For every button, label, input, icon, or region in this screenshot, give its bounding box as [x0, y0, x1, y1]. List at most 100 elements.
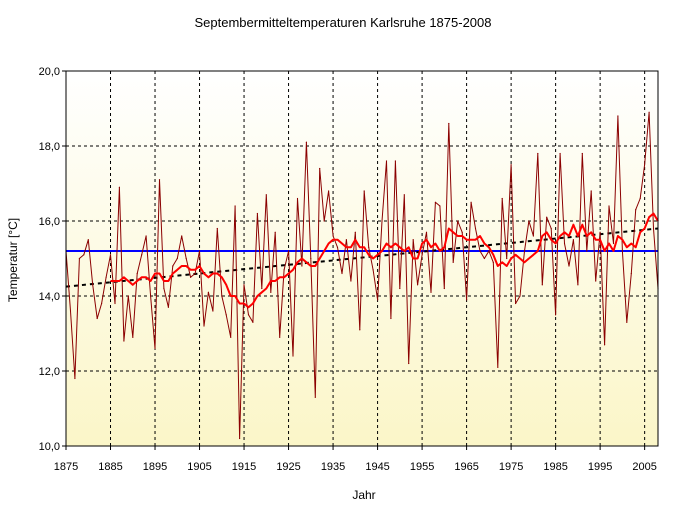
annual-data-point: [83, 254, 85, 256]
annual-data-point: [225, 314, 227, 316]
annual-data-point: [145, 235, 147, 237]
annual-data-point: [261, 287, 263, 290]
x-tick-label: 1925: [276, 461, 300, 473]
annual-data-point: [617, 115, 619, 117]
annual-data-point: [461, 231, 463, 233]
annual-data-point: [537, 152, 539, 155]
annual-data-point: [501, 197, 503, 200]
annual-data-point: [621, 250, 624, 252]
annual-data-point: [158, 179, 161, 181]
annual-data-point: [167, 306, 169, 308]
annual-data-point: [492, 261, 494, 263]
annual-data-point: [443, 287, 445, 290]
annual-data-point: [555, 314, 557, 316]
annual-data-point: [510, 164, 512, 166]
annual-data-point: [439, 205, 441, 207]
annual-data-point: [417, 284, 419, 286]
annual-data-point: [479, 250, 481, 252]
annual-data-point: [341, 272, 343, 275]
annual-data-point: [528, 220, 530, 222]
annual-data-point: [288, 250, 290, 252]
annual-data-point: [328, 190, 330, 192]
annual-data-point: [390, 317, 392, 320]
annual-data-point: [163, 287, 165, 290]
annual-data-point: [448, 122, 450, 125]
annual-data-point: [430, 291, 432, 293]
annual-data-point: [332, 235, 334, 237]
annual-data-point: [354, 231, 356, 233]
annual-data-point: [523, 250, 526, 252]
annual-data-point: [563, 242, 566, 245]
annual-data-point: [599, 231, 601, 233]
annual-data-point: [172, 265, 174, 267]
annual-data-point: [630, 272, 632, 275]
annual-data-point: [230, 336, 232, 338]
annual-data-point: [123, 340, 125, 342]
annual-data-point: [372, 269, 374, 271]
annual-data-point: [78, 257, 80, 260]
x-tick-label: 1875: [54, 461, 78, 473]
x-tick-label: 1915: [232, 461, 256, 473]
annual-data-point: [608, 205, 610, 207]
annual-data-point: [87, 239, 89, 241]
y-tick-label: 18,0: [39, 141, 60, 153]
smooth-layer: [110, 212, 659, 309]
annual-data-point: [519, 295, 521, 297]
annual-data-point: [483, 257, 485, 260]
annual-data-point: [359, 329, 361, 331]
x-tick-label: 1985: [543, 461, 567, 473]
annual-data-point: [176, 257, 178, 260]
annual-data-point: [532, 235, 535, 237]
annual-data-point: [234, 205, 236, 207]
annual-data-point: [283, 269, 285, 271]
x-tick-label: 2005: [632, 461, 656, 473]
annual-data-point: [216, 227, 218, 230]
annual-data-point: [212, 310, 214, 312]
annual-data-point: [377, 299, 379, 301]
annual-data-point: [207, 291, 209, 293]
annual-data-point: [136, 272, 138, 275]
annual-data-point: [559, 152, 561, 155]
annual-data-point: [221, 295, 223, 297]
y-tick-label: 14,0: [39, 291, 60, 303]
annual-data-point: [434, 201, 436, 203]
annual-data-point: [127, 295, 129, 297]
annual-data-point: [590, 190, 592, 192]
annual-data-point: [363, 190, 365, 192]
annual-data-point: [577, 284, 579, 286]
y-tick-label: 20,0: [39, 66, 60, 78]
annual-data-point: [457, 220, 459, 222]
annual-data-point: [550, 227, 552, 230]
annual-data-point: [101, 302, 103, 305]
x-tick-label: 1975: [499, 461, 523, 473]
annual-data-point: [74, 377, 76, 380]
y-tick-label: 16,0: [39, 216, 60, 228]
x-axis-ticks: 1875 1885 1895 1905 1915 1925 1935 1945 1955 1965…: [54, 446, 657, 473]
annual-data-point: [568, 265, 570, 267]
annual-data-point: [292, 355, 294, 357]
annual-data-point: [350, 280, 352, 282]
annual-data-point: [421, 254, 423, 256]
x-tick-label: 1885: [98, 461, 122, 473]
annual-data-point: [394, 160, 396, 162]
annual-data-point: [639, 197, 641, 200]
annual-data-point: [301, 265, 303, 267]
annual-data-point: [132, 336, 134, 338]
annual-data-point: [239, 437, 241, 440]
annual-data-point: [452, 261, 454, 263]
annual-data-point: [581, 152, 583, 155]
annual-data-point: [648, 111, 650, 113]
annual-data-point: [256, 212, 258, 215]
annual-data-point: [586, 250, 588, 252]
annual-data-point: [194, 272, 196, 275]
annual-data-point: [92, 284, 94, 286]
annual-data-point: [488, 250, 490, 252]
annual-data-point: [572, 239, 575, 241]
annual-data-point: [279, 336, 281, 338]
annual-data-point: [96, 317, 98, 320]
chart-title: Septembermitteltemperaturen Karlsruhe 18…: [194, 15, 491, 30]
annual-data-point: [368, 246, 370, 248]
annual-data-point: [470, 201, 472, 203]
annual-data-point: [310, 257, 312, 260]
